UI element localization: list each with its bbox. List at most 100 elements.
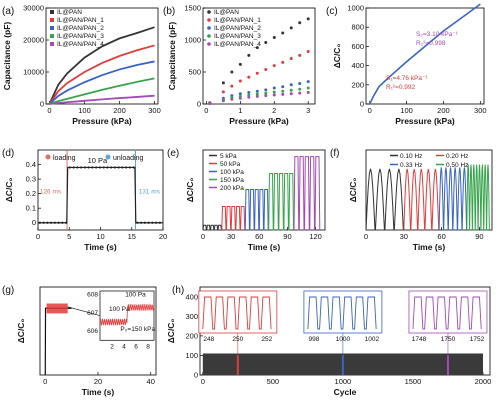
y-axis-label: ΔC/C₀ [166,319,176,344]
x-tick-label: 200 [437,106,450,115]
series-line [44,307,72,376]
x-tick-label: 40 [147,377,155,386]
x-tick-label: 30 [227,232,235,241]
plot-frame [45,7,159,105]
legend-marker [50,26,54,30]
y-tick-label: 1000 [347,4,364,13]
x-tick-label: 0 [368,106,372,115]
inset-y-tick-label: 606 [87,328,98,335]
legend-entry: unloading [113,155,143,162]
data-point [247,75,251,79]
data-point [147,221,150,224]
x-tick-label: 0 [201,377,205,386]
data-point [238,62,242,66]
data-point [106,166,109,169]
annotation: 10 Pa [88,156,108,165]
y-tick-label: 0.4 [26,160,36,169]
series-line-3 [466,164,490,231]
annotation: 126 ms [40,189,62,196]
data-point [247,53,251,57]
inset-x-tick-label: 4 [122,343,126,350]
data-point [208,102,212,106]
x-tick-label: 90 [283,232,291,241]
legend-marker [207,18,211,22]
legend-entry: 5 kPa [220,153,237,160]
x-tick-label: 1000 [335,377,352,386]
inset-x-tick-label: 1748 [412,336,427,343]
series-line-3 [49,77,155,105]
legend-entry: IL@PAN/PAN_4 [214,41,261,48]
panel-label: (e) [167,148,179,159]
panel-c: 0 100 200 300 0 200 400 600 800 1000 Pressure (kPa… [326,4,487,127]
x-tick-label: 60 [437,232,445,241]
data-point [110,166,113,169]
data-point [255,94,259,98]
inset-series-line [412,296,482,330]
legend-entry: 0.20 Hz [446,153,468,160]
data-point [113,166,116,169]
annotation: 100 Pa [125,291,146,298]
data-point [247,93,251,97]
x-tick-label: 90 [475,232,483,241]
data-point [50,221,53,224]
x-tick-label: 2 [272,106,276,115]
inset-x-tick-label: 1002 [365,336,380,343]
legend-marker [105,154,111,160]
x-axis-label: Pressure (kPa) [395,116,455,126]
data-point [298,91,302,95]
series-line-1 [48,44,155,105]
data-point [132,166,135,169]
x-tick-label: 10 [96,232,104,241]
annotation: 131 ms [139,189,161,196]
panel-d: 0 5 10 15 20 0 0.1 0.2 0.3 0.4 Time (s) ΔC/C₀ (d) loa… [2,148,167,252]
series-line-2 [244,189,269,231]
legend-entry: 50 kPa [220,161,241,168]
legend-marker [50,10,54,14]
y-tick-label: 0.2 [26,189,36,198]
y-axis-label: Capacitance (pF) [167,22,177,91]
data-point [255,46,259,50]
data-point [306,86,310,90]
panel-f: 0 30 60 90 Time (s) ΔC/C₀ (f) 0.10 Hz 0.20 Hz 0.3… [330,148,493,252]
data-point [298,21,302,25]
data-point [57,221,60,224]
panel-label: (c) [326,6,338,17]
data-point [221,99,225,103]
data-point [221,81,225,85]
annotation: 100 Pa [109,306,130,313]
data-point [298,87,302,91]
series-line-1 [403,168,440,231]
inset-x-tick-label: 6 [134,343,138,350]
plot-frame [365,149,493,231]
data-point [117,166,120,169]
data-point [102,166,105,169]
y-tick-label: 0 [360,100,364,109]
legend-entry: IL@PAN/PAN_3 [214,33,261,40]
data-point [255,92,259,96]
legend-entry: IL@PAN [214,9,239,16]
inset-x-tick-label: 8 [146,343,150,350]
plot-frame [365,7,485,105]
inset-x-tick-label: 2 [110,343,114,350]
x-axis-label: Cycle [334,387,357,397]
data-point [238,92,242,96]
legend-marker [50,18,54,22]
series-line-3 [268,173,295,231]
legend-entry: 0.33 Hz [400,162,422,169]
data-point [65,221,68,224]
y-tick-label: 400 [351,61,364,70]
inset-x-tick-label: 1752 [470,336,485,343]
series-line-0 [48,26,155,105]
legend-entry: loading [53,155,76,162]
inset-series-line [202,296,272,330]
data-point [98,166,101,169]
y-tick-label: 800 [351,23,364,32]
panel-label: (h) [172,285,184,296]
panel-h: 0 500 1000 1500 2000 0 100 200 300 400 Cycle ΔC/C₀ (… [166,285,491,397]
data-point [255,71,259,75]
data-point [238,96,242,100]
y-tick-label: 600 [351,42,364,51]
data-point [247,90,251,94]
panel-label: (f) [330,148,339,159]
